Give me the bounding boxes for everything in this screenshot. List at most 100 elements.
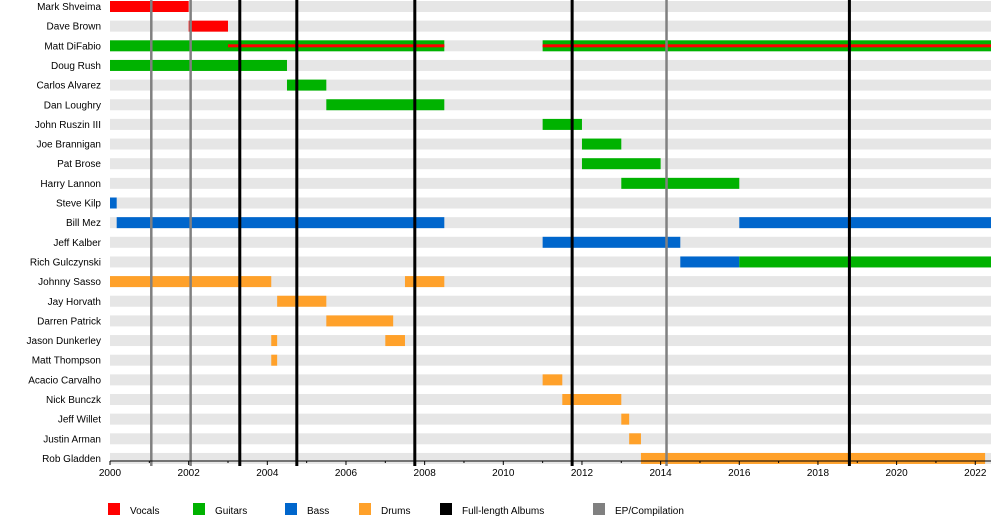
- legend-swatch-vocals: [108, 503, 120, 515]
- row-background: [110, 354, 991, 366]
- member-name-rich-gulczynski: Rich Gulczynski: [30, 257, 101, 268]
- bar-matt-difabio-vocals-1: [227, 44, 445, 48]
- x-tick-label-2016: 2016: [728, 468, 751, 479]
- member-name-joe-brannigan: Joe Brannigan: [37, 140, 102, 151]
- bar-carlos-alvarez-guitars-0: [286, 79, 327, 91]
- legend-swatch-bass: [285, 503, 297, 515]
- row-background: [110, 413, 991, 425]
- member-name-jay-horvath: Jay Horvath: [48, 297, 101, 308]
- legend-label-full-length-albums: Full-length Albums: [462, 506, 544, 517]
- legend-swatch-guitars: [193, 503, 205, 515]
- row-background: [110, 59, 991, 71]
- x-tick-label-2004: 2004: [256, 468, 279, 479]
- row-background: [110, 295, 991, 307]
- bar-jeff-kalber-bass-0: [542, 236, 681, 248]
- bar-rich-gulczynski-guitars-1: [739, 256, 991, 268]
- member-name-carlos-alvarez: Carlos Alvarez: [37, 81, 101, 92]
- bar-matt-difabio-vocals-3: [542, 44, 991, 48]
- bar-joe-brannigan-guitars-0: [581, 138, 622, 150]
- x-tick-label-2006: 2006: [335, 468, 358, 479]
- member-name-matt-difabio: Matt DiFabio: [44, 41, 101, 52]
- member-name-rob-gladden: Rob Gladden: [42, 454, 101, 465]
- bar-bill-mez-bass-0: [116, 217, 445, 229]
- member-name-jason-dunkerley: Jason Dunkerley: [27, 336, 101, 347]
- member-name-steve-kilp: Steve Kilp: [56, 199, 101, 210]
- row-background: [110, 1, 991, 12]
- member-name-nick-bunczk: Nick Bunczk: [46, 395, 102, 406]
- row-background: [110, 276, 991, 288]
- row-background: [110, 197, 991, 209]
- bar-nick-bunczk-drums-0: [562, 394, 622, 405]
- bar-pat-brose-guitars-0: [581, 158, 661, 170]
- row-background: [110, 79, 991, 91]
- row-background: [110, 138, 991, 150]
- bar-jason-dunkerley-drums-0: [271, 335, 278, 347]
- bar-doug-rush-guitars-0: [110, 59, 287, 71]
- member-name-mark-shveima: Mark Shveima: [37, 2, 101, 13]
- member-name-acacio-carvalho: Acacio Carvalho: [28, 375, 101, 386]
- row-background: [110, 433, 991, 445]
- member-name-jeff-kalber: Jeff Kalber: [53, 238, 101, 249]
- x-tick-label-2008: 2008: [414, 468, 437, 479]
- bar-mark-shveima-vocals-0: [110, 1, 189, 12]
- bar-acacio-carvalho-drums-0: [542, 374, 563, 386]
- bar-jay-horvath-drums-0: [277, 295, 327, 307]
- row-background: [110, 99, 991, 111]
- x-tick-label-2010: 2010: [492, 468, 515, 479]
- row-background: [110, 217, 991, 229]
- album-lines: [150, 0, 851, 466]
- member-name-doug-rush: Doug Rush: [51, 61, 101, 72]
- row-background: [110, 335, 991, 347]
- bar-bill-mez-bass-1: [739, 217, 991, 229]
- legend-label-drums: Drums: [381, 506, 410, 517]
- member-name-jeff-willet: Jeff Willet: [58, 415, 101, 426]
- x-tick-label-2012: 2012: [571, 468, 594, 479]
- bar-john-ruszin-iii-guitars-0: [542, 118, 582, 130]
- legend-swatch-drums: [359, 503, 371, 515]
- member-name-pat-brose: Pat Brose: [57, 159, 101, 170]
- member-name-matt-thompson: Matt Thompson: [32, 356, 101, 367]
- member-name-dan-loughry: Dan Loughry: [44, 100, 101, 111]
- member-name-harry-lannon: Harry Lannon: [40, 179, 101, 190]
- x-tick-label-2022: 2022: [964, 468, 987, 479]
- x-tick-label-2002: 2002: [178, 468, 201, 479]
- legend-label-bass: Bass: [307, 506, 329, 517]
- bar-rich-gulczynski-bass-0: [680, 256, 740, 268]
- bar-harry-lannon-guitars-0: [621, 177, 740, 189]
- bar-matt-thompson-drums-0: [271, 354, 278, 366]
- bar-johnny-sasso-drums-1: [404, 276, 445, 288]
- row-background: [110, 177, 991, 189]
- bar-steve-kilp-bass-0: [110, 197, 117, 209]
- member-name-bill-mez: Bill Mez: [66, 218, 101, 229]
- member-name-johnny-sasso: Johnny Sasso: [38, 277, 101, 288]
- x-tick-label-2020: 2020: [885, 468, 908, 479]
- x-tick-label-2014: 2014: [650, 468, 673, 479]
- row-background: [110, 158, 991, 170]
- legend-label-ep-compilation: EP/Compilation: [615, 506, 684, 517]
- x-axis: 2000 2002 2004 2006 2008 2010 2012 2014 2016 2018…: [99, 460, 991, 479]
- bar-rob-gladden-drums-0: [640, 452, 986, 464]
- member-name-john-ruszin-iii: John Ruszin III: [35, 120, 101, 131]
- row-background: [110, 256, 991, 268]
- bar-dave-brown-vocals-0: [188, 20, 228, 32]
- member-name-darren-patrick: Darren Patrick: [37, 316, 102, 327]
- legend-swatch-full-length-albums: [440, 503, 452, 515]
- member-names: Mark Shveima Dave Brown Matt DiFabio Doug R…: [27, 2, 102, 465]
- bar-jason-dunkerley-drums-1: [385, 335, 405, 347]
- legend-label-guitars: Guitars: [215, 506, 247, 517]
- legend-swatch-ep-compilation: [593, 503, 605, 515]
- row-background: [110, 20, 991, 32]
- member-bars: [110, 1, 991, 464]
- legend-label-vocals: Vocals: [130, 506, 159, 517]
- x-tick-label-2000: 2000: [99, 468, 122, 479]
- row-background: [110, 315, 991, 327]
- bar-dan-loughry-guitars-0: [326, 99, 445, 111]
- member-name-dave-brown: Dave Brown: [47, 22, 101, 33]
- bar-darren-patrick-drums-0: [326, 315, 394, 327]
- row-background: [110, 394, 991, 405]
- legend: Vocals Guitars Bass Drums Full-length Albums…: [108, 503, 684, 517]
- bar-jeff-willet-drums-0: [621, 413, 630, 425]
- bar-justin-arman-drums-0: [629, 433, 641, 445]
- member-name-justin-arman: Justin Arman: [43, 434, 101, 445]
